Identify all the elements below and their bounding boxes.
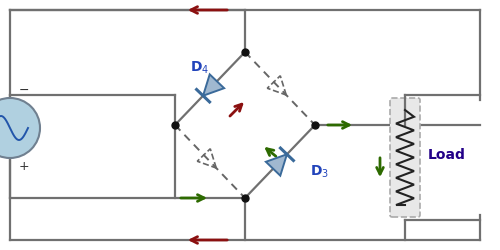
Text: −: − — [19, 84, 29, 96]
Circle shape — [0, 98, 40, 158]
Text: D$_4$: D$_4$ — [190, 60, 210, 76]
Text: +: + — [18, 160, 30, 172]
Text: D$_3$: D$_3$ — [310, 164, 329, 180]
Polygon shape — [266, 154, 287, 176]
FancyBboxPatch shape — [390, 98, 420, 217]
Polygon shape — [203, 74, 224, 96]
Text: Load: Load — [428, 148, 466, 162]
